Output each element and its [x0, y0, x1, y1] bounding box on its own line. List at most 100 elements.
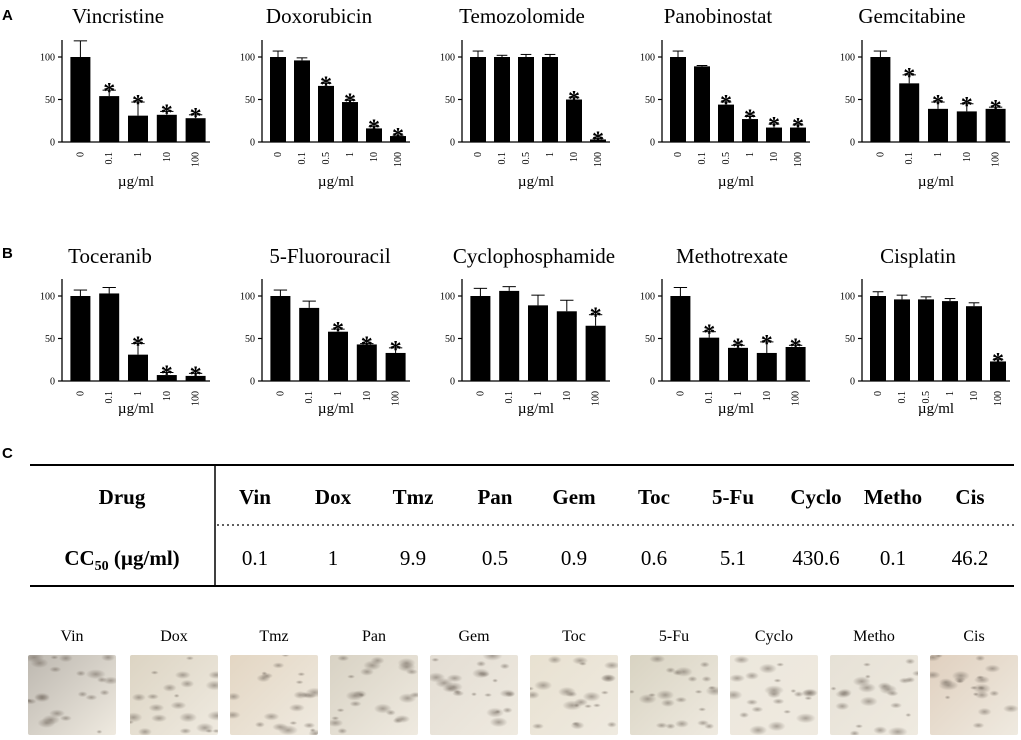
table-cc50-cyclo: 430.6 [792, 546, 839, 570]
chart-title: Doxorubicin [266, 4, 373, 28]
x-tick-label: 0 [75, 152, 86, 157]
image-label-gem: Gem [458, 628, 490, 645]
bar-0.1 [894, 299, 910, 381]
table-cc50-metho: 0.1 [880, 546, 906, 570]
table-drug-metho: Metho [864, 485, 922, 509]
bar-10 [356, 344, 377, 381]
bar-0 [70, 296, 91, 381]
cell-micrograph-pan [330, 655, 418, 735]
bar-0 [670, 296, 691, 381]
bar-0.1 [499, 290, 520, 381]
bar-0 [870, 296, 886, 381]
image-label-tmz: Tmz [259, 628, 289, 645]
chart-5-fluorouracil: 5-Fluorouracil 0 50 100 0 0.1 1 * 10 * 100 * µg/ml [240, 244, 410, 417]
x-tick-label: 1 [133, 152, 144, 157]
x-tick-label: 100 [593, 152, 604, 167]
chart-title: 5-Fluorouracil [269, 244, 390, 268]
bar-1 [942, 301, 958, 381]
bar-100 [990, 361, 1006, 381]
x-tick-label: 0.1 [104, 152, 115, 165]
bar-0 [270, 296, 291, 381]
bar-10 [556, 311, 577, 381]
y-tick-label: 100 [240, 53, 255, 64]
table-drug-tmz: Tmz [393, 485, 434, 509]
y-tick-label: 100 [40, 53, 55, 64]
image-label-toc: Toc [562, 628, 586, 645]
y-tick-label: 0 [450, 377, 455, 388]
bar-10 [766, 127, 782, 142]
cell-micrograph-metho [830, 655, 918, 735]
chart-title: Vincristine [72, 4, 164, 28]
chart-cyclophosphamide: Cyclophosphamide 0 50 100 0 0.1 1 10 100 * µg/ml [440, 244, 615, 417]
significance-star: * [103, 79, 115, 105]
cc50-label: CC [64, 546, 94, 570]
bar-0.1 [294, 60, 310, 142]
significance-star: * [344, 89, 356, 115]
x-axis-label: µg/ml [718, 401, 754, 417]
bar-10 [966, 306, 982, 381]
table-cells: Vin 0.1 Dox 1 Tmz 9.9 Pan 0.5 Gem 0.9 Toc 0.6 5-Fu 5.… [239, 485, 988, 570]
significance-star: * [132, 333, 144, 359]
panel-label-b: B [2, 245, 13, 262]
significance-star: * [744, 106, 756, 132]
bar-1 [742, 119, 758, 142]
x-tick-label: 10 [969, 391, 980, 401]
cell-micrograph-dox [130, 655, 218, 735]
x-tick-label: 10 [762, 391, 773, 401]
chart-vincristine: Vincristine 0 50 100 0 0.1 * 1 * 10 * 100 * µg/ml [40, 4, 210, 190]
table-drug-gem: Gem [552, 485, 596, 509]
bar-1 [928, 108, 948, 142]
x-tick-label: 0 [275, 391, 286, 396]
x-axis-label: µg/ml [518, 174, 554, 190]
y-tick-label: 50 [645, 334, 655, 345]
image-label-dox: Dox [160, 628, 188, 645]
significance-star: * [790, 334, 802, 360]
chart-title: Temozolomide [459, 4, 585, 28]
chart-title: Cyclophosphamide [453, 244, 615, 268]
chart-methotrexate: Methotrexate 0 50 100 0 0.1 * 1 * 10 * 100 * µg/ml [640, 244, 810, 417]
x-tick-label: 100 [591, 391, 602, 406]
bar-0.1 [699, 337, 720, 381]
x-tick-label: 0.1 [497, 152, 508, 165]
bar-100 [590, 139, 606, 142]
cc50-unit: (µg/ml) [109, 546, 180, 570]
x-tick-label: 10 [162, 152, 173, 162]
chart-title: Cisplatin [880, 244, 956, 268]
x-tick-label: 0.1 [897, 391, 908, 404]
x-tick-label: 1 [333, 391, 344, 396]
x-axis-label: µg/ml [118, 174, 154, 190]
image-label-vin: Vin [60, 628, 84, 645]
bar-10 [156, 375, 177, 381]
x-tick-label: 10 [369, 152, 380, 162]
y-tick-label: 0 [450, 138, 455, 149]
significance-star: * [368, 116, 380, 142]
y-tick-label: 0 [50, 377, 55, 388]
x-tick-label: 0 [675, 391, 686, 396]
chart-cisplatin: Cisplatin 0 50 100 0 0.1 0.5 1 10 100 * µg/ml [840, 244, 1010, 417]
bar-100 [785, 347, 806, 381]
bar-100 [185, 118, 206, 142]
chart-doxorubicin: Doxorubicin 0 50 100 0 0.1 0.5 * 1 * 10 * 100 * µg/ml [240, 4, 410, 190]
x-axis-label: µg/ml [518, 401, 554, 417]
cell-micrograph-cis [930, 655, 1018, 735]
significance-star: * [992, 349, 1004, 375]
bar-0 [870, 57, 891, 142]
y-tick-label: 0 [250, 377, 255, 388]
x-tick-label: 0.1 [904, 152, 915, 165]
y-tick-label: 100 [640, 53, 655, 64]
bar-10 [756, 352, 777, 381]
significance-star: * [903, 64, 915, 90]
y-tick-label: 100 [840, 292, 855, 303]
x-tick-label: 10 [162, 391, 173, 401]
chart-toceranib: Toceranib 0 50 100 0 0.1 1 * 10 * 100 * µg/ml [40, 244, 210, 417]
x-tick-label: 100 [393, 152, 404, 167]
x-axis-label: µg/ml [118, 401, 154, 417]
significance-star: * [768, 113, 780, 139]
x-tick-label: 100 [793, 152, 804, 167]
image-label-pan: Pan [362, 628, 386, 645]
cell-micrograph-5-fu [630, 655, 718, 735]
x-tick-label: 100 [993, 391, 1004, 406]
bar-10 [566, 99, 582, 142]
